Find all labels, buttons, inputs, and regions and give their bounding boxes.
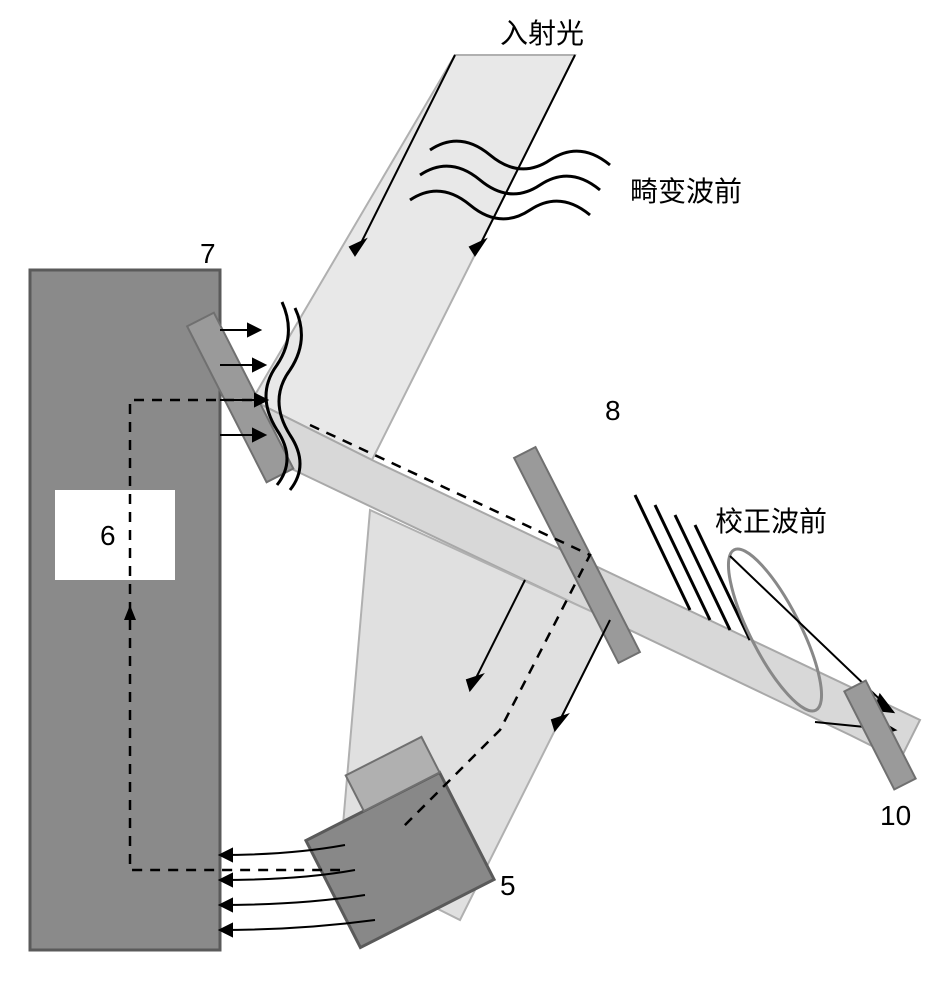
label-7: 7 [200,238,216,270]
label-8: 8 [605,395,621,427]
label-corrected-wavefront: 校正波前 [715,500,827,540]
label-10: 10 [880,800,911,832]
label-distorted-wavefront: 畸变波前 [630,170,742,210]
label-incident-light: 入射光 [500,12,584,52]
incident-beam [252,55,575,460]
label-5: 5 [500,870,516,902]
label-6: 6 [100,520,116,552]
controller-box [30,270,220,950]
